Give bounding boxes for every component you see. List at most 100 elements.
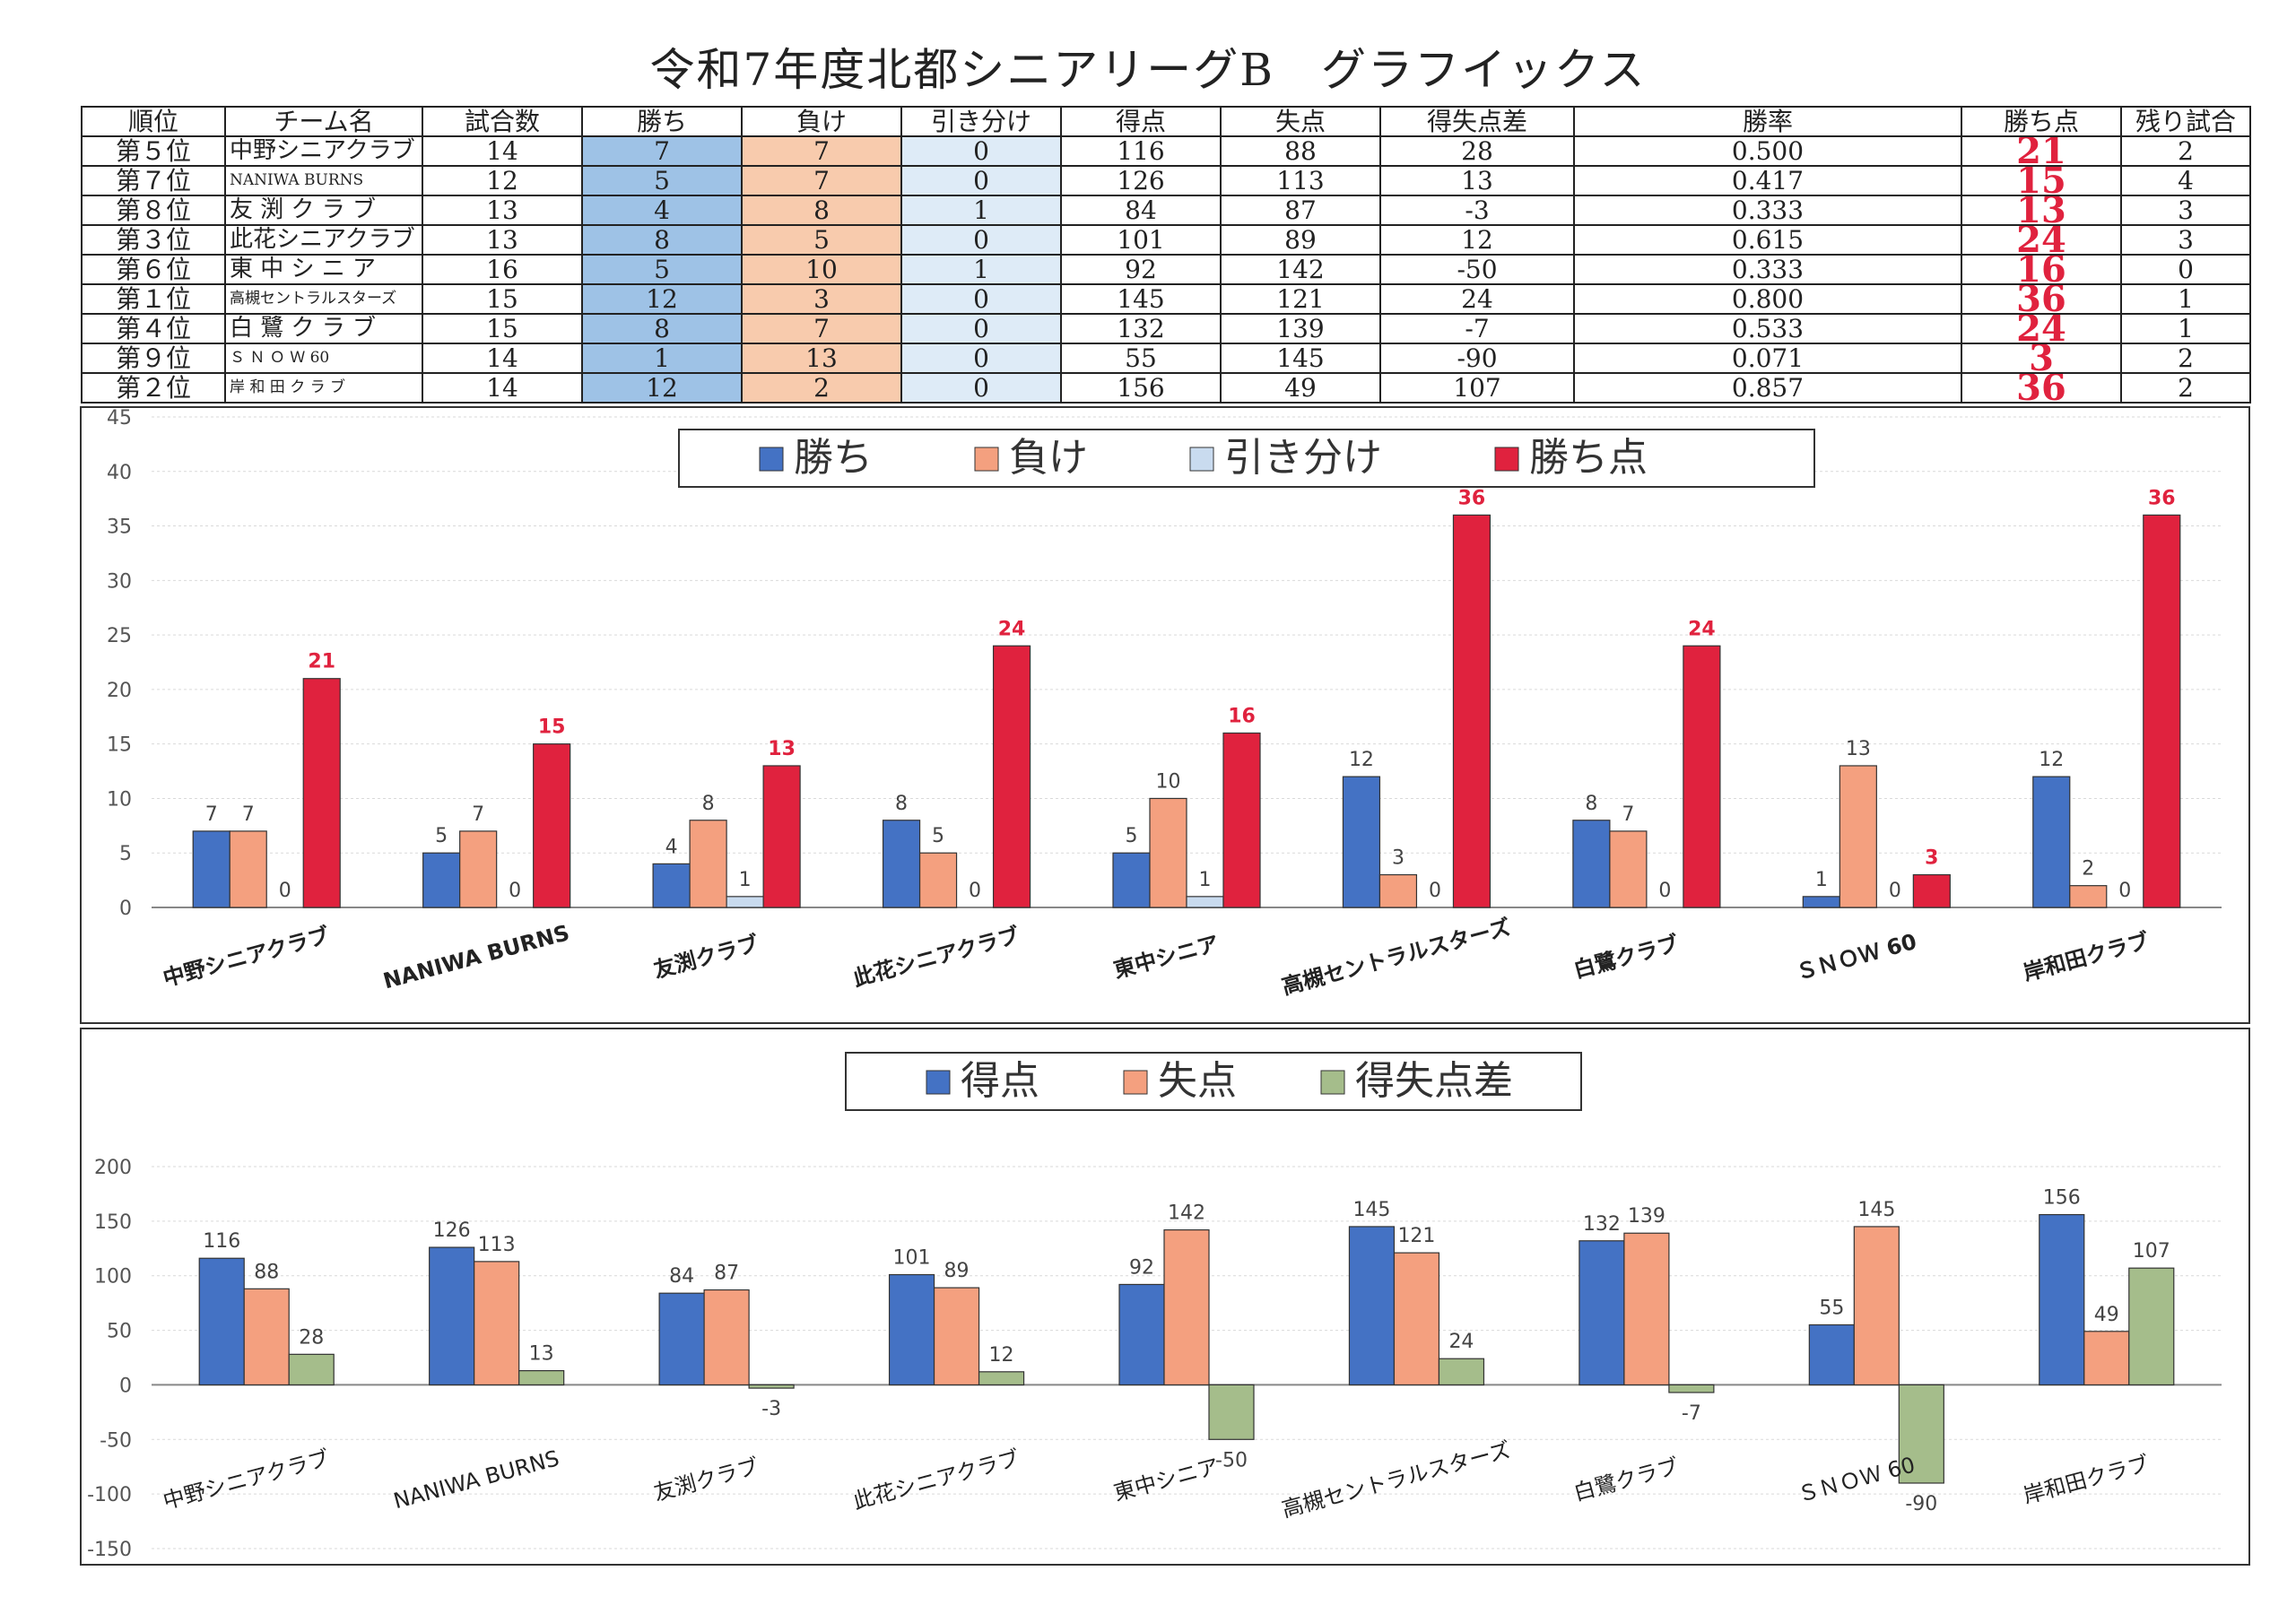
- cell-draws: 0: [900, 313, 1062, 344]
- bar-points: [992, 645, 1031, 908]
- bar-runs-against: [2083, 1331, 2130, 1386]
- cell-team: 白 鷺 ク ラ ブ: [224, 313, 423, 344]
- cell-rank: 第５位: [81, 135, 226, 167]
- bar-runs-against: [703, 1289, 750, 1386]
- bar-diff: [1208, 1384, 1255, 1440]
- bar-runs-against: [933, 1287, 980, 1386]
- cell-runs-against: 49: [1220, 372, 1381, 404]
- table-header-cell: 残り試合: [2120, 106, 2251, 137]
- data-label: 8: [895, 793, 908, 815]
- data-label: 55: [1819, 1297, 1844, 1319]
- cell-points: 3: [1961, 343, 2122, 374]
- runs-chart: -150 -100 -50 0 50 100 150 200 116 88 28 中野シニアクラブ 12…: [87, 1052, 2222, 1561]
- legend-swatch: [926, 1070, 951, 1095]
- cell-remaining: 2: [2120, 135, 2251, 167]
- cell-games: 14: [422, 343, 583, 374]
- bar-wins: [652, 863, 691, 908]
- cell-diff: 24: [1379, 283, 1575, 315]
- cell-pct: 0.500: [1573, 135, 1962, 167]
- table-row: 第９位 Ｓ Ｎ Ｏ Ｗ 60 14 1 13 0 55 145 -90 0.071 3 2: [81, 343, 2251, 374]
- data-label: 4: [665, 836, 678, 858]
- data-label: 21: [308, 651, 335, 673]
- bar-losses: [918, 852, 958, 908]
- legend: 勝ち 負け 引き分け 勝ち点: [678, 429, 1815, 488]
- data-label: 13: [529, 1343, 554, 1366]
- bar-points: [1222, 732, 1261, 908]
- data-label: 145: [1857, 1199, 1895, 1221]
- bar-draws: [1186, 896, 1224, 908]
- bar-points: [2143, 514, 2181, 908]
- data-label: 7: [242, 803, 255, 826]
- bar-losses: [1149, 797, 1187, 908]
- cell-diff: -90: [1379, 343, 1575, 374]
- bar-runs-against: [1393, 1252, 1440, 1386]
- cell-losses: 7: [741, 135, 902, 167]
- data-label: 0: [1658, 880, 1671, 902]
- table-row: 第１位 高槻セントラルスターズ 15 12 3 0 145 121 24 0.800 36 1: [81, 283, 2251, 315]
- table-row: 第４位白 鷺 ク ラ ブ 15 8 7 0 132 139 -7 0.533 24 1: [81, 313, 2251, 344]
- bar-losses: [1839, 765, 1877, 908]
- data-label: 101: [893, 1246, 931, 1269]
- table-row: 第７位 NANIWA BURNS 12 5 7 0 126 113 13 0.417 15 4: [81, 165, 2251, 196]
- data-label: 132: [1583, 1213, 1621, 1236]
- bar-runs-for: [1578, 1240, 1625, 1386]
- cell-runs-against: 121: [1220, 283, 1381, 315]
- cell-games: 14: [422, 135, 583, 167]
- bar-runs-for: [1118, 1283, 1165, 1386]
- bar-runs-against: [243, 1288, 290, 1386]
- legend-label: 勝ち点: [1529, 435, 1648, 481]
- data-label: 24: [998, 618, 1026, 640]
- bar-runs-against: [474, 1261, 520, 1386]
- table-header-row: 順位 チーム名 試合数 勝ち 負け 引き分け 得点 失点 得失点差 勝率 勝ち点 残り試合: [81, 106, 2251, 137]
- cell-games: 13: [422, 224, 583, 256]
- bar-points: [1683, 645, 1721, 908]
- cell-remaining: 3: [2120, 195, 2251, 226]
- data-label: 7: [205, 803, 218, 826]
- bar-wins: [1802, 896, 1840, 908]
- y-tick-label: 200: [94, 1157, 132, 1179]
- bar-losses: [1609, 830, 1648, 908]
- bar-points: [762, 765, 801, 908]
- cell-games: 15: [422, 313, 583, 344]
- cell-draws: 0: [900, 343, 1062, 374]
- bar-runs-for: [888, 1273, 935, 1386]
- cell-team: 岸 和 田 ク ラ ブ: [224, 372, 423, 404]
- category-label: 高槻セントラルスターズ: [1279, 915, 1513, 1000]
- data-label: 92: [1129, 1256, 1154, 1279]
- table-header-cell: チーム名: [224, 106, 423, 137]
- data-label: 5: [1126, 825, 1138, 847]
- data-label: 13: [768, 738, 796, 760]
- data-label: 10: [1156, 770, 1181, 793]
- cell-runs-against: 89: [1220, 224, 1381, 256]
- cell-diff: -3: [1379, 195, 1575, 226]
- legend-label: 得失点差: [1355, 1058, 1513, 1104]
- y-tick-label: 0: [119, 898, 132, 920]
- cell-runs-for: 145: [1060, 283, 1222, 315]
- data-label: 24: [1688, 618, 1716, 640]
- y-tick-label: 150: [94, 1211, 132, 1234]
- y-tick-label: -150: [87, 1539, 132, 1561]
- bar-runs-for: [198, 1257, 245, 1386]
- data-label: 7: [1622, 803, 1634, 826]
- cell-losses: 3: [741, 283, 902, 315]
- cell-runs-against: 145: [1220, 343, 1381, 374]
- cell-diff: 107: [1379, 372, 1575, 404]
- page-title: 令和7年度北都シニアリーグB グラフイックス: [649, 44, 1647, 96]
- category-label: 此花シニアクラブ: [850, 1445, 1022, 1514]
- bar-losses: [459, 830, 498, 908]
- data-label: -90: [1905, 1493, 1937, 1515]
- cell-draws: 1: [900, 254, 1062, 285]
- legend-swatch: [1320, 1070, 1345, 1095]
- category-label: 東中シニア: [1111, 1454, 1222, 1506]
- category-label: 此花シニアクラブ: [850, 923, 1022, 991]
- cell-rank: 第７位: [81, 165, 226, 196]
- legend-label: 引き分け: [1224, 435, 1382, 481]
- standings-table: 順位 チーム名 試合数 勝ち 負け 引き分け 得点 失点 得失点差 勝率 勝ち点 残り試合 第５位 中野…: [81, 106, 2251, 404]
- bar-diff: [1438, 1358, 1485, 1386]
- bar-wins: [882, 820, 921, 908]
- category-label: 友渕クラブ: [651, 1454, 761, 1506]
- cell-team: 高槻セントラルスターズ: [224, 283, 423, 315]
- cell-runs-against: 87: [1220, 195, 1381, 226]
- data-label: 2: [2082, 858, 2094, 881]
- cell-team: 東 中 シ ニ ア: [224, 254, 423, 285]
